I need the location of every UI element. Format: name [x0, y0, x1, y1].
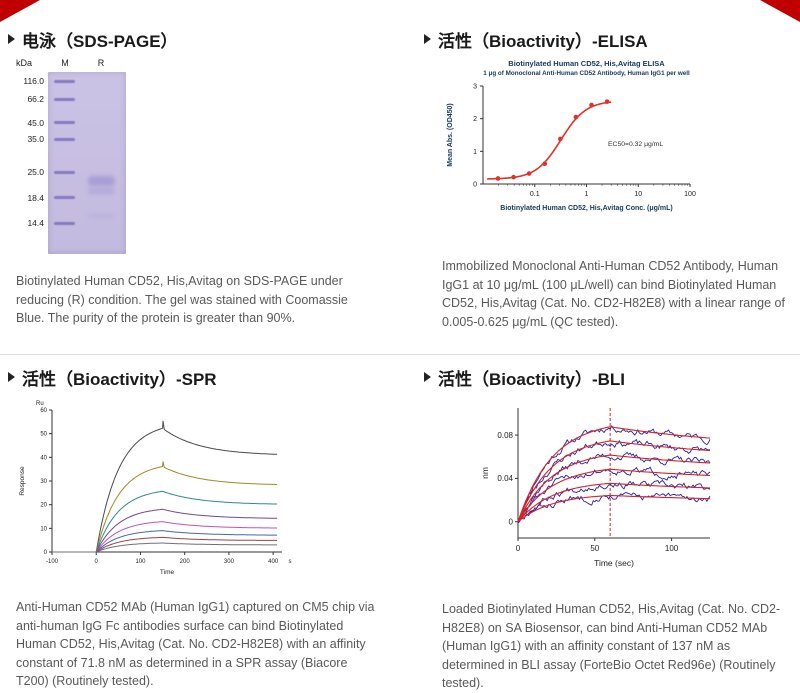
panel-title-sds: 电泳（SDS-PAGE）: [8, 28, 380, 51]
gel-ladder-band: [54, 170, 75, 174]
gel-lane-label: R: [97, 58, 105, 68]
svg-text:2: 2: [473, 116, 477, 123]
gel-sample-band: [88, 213, 115, 218]
svg-text:0.1: 0.1: [530, 191, 540, 198]
panel-title-text: 活性（Bioactivity）-ELISA: [438, 31, 648, 51]
panel-bli: 活性（Bioactivity）-BLI 0 0.04 0.08 0 50 100 nm Tim…: [424, 366, 786, 693]
gel-marker-label: 25.0: [27, 167, 44, 178]
caption-sds: Biotinylated Human CD52, His,Avitag on S…: [16, 274, 348, 325]
svg-text:10: 10: [634, 191, 642, 198]
svg-text:Time: Time: [160, 569, 175, 576]
panel-title-text: 电泳（SDS-PAGE）: [22, 31, 178, 51]
gel-ladder-band: [54, 221, 75, 225]
gel-unit-label: kDa: [16, 58, 33, 68]
svg-text:s: s: [289, 559, 292, 565]
svg-text:Biotinylated Human CD52, His,A: Biotinylated Human CD52, His,Avitag Conc…: [500, 205, 672, 212]
svg-text:EC50=0.32 μg/mL: EC50=0.32 μg/mL: [608, 141, 663, 148]
gel-marker-label: 18.4: [27, 192, 44, 203]
svg-text:1 μg of Monoclonal Anti-Human: 1 μg of Monoclonal Anti-Human CD52 Antib…: [483, 70, 690, 77]
sds-page-gel-figure: kDa M R 116.0 66.2 45.0 35.0 25.0 18.4 14.4: [14, 58, 174, 262]
svg-text:300: 300: [224, 559, 235, 565]
elisa-chart-figure: Biotinylated Human CD52, His,Avitag ELIS…: [428, 54, 786, 251]
svg-text:40: 40: [40, 455, 47, 461]
svg-text:-100: -100: [46, 559, 59, 565]
spr-chart: 0 10 20 30 40 50 60 -100 0 100 200 300 400 Ru Response…: [19, 401, 292, 576]
gel-lane-label: M: [61, 58, 69, 68]
svg-text:50: 50: [40, 432, 47, 438]
elisa-annotation: EC50=0.32 μg/mL: [608, 141, 663, 148]
panel-sds-page: 电泳（SDS-PAGE） kDa M R 116.0 66.2 45.0 35.0 25.0…: [8, 28, 380, 328]
gel-ladder-band: [54, 196, 75, 200]
panel-title-text: 活性（Bioactivity）-BLI: [438, 369, 626, 389]
gel-marker-label: 66.2: [27, 94, 44, 105]
elisa-axes: 0 1 2 3 0.1 1 10 100 Biotinylated Human CD52, Hi…: [447, 84, 696, 213]
elisa-curve: [487, 99, 612, 181]
panel-title-bli: 活性（Bioactivity）-BLI: [424, 366, 786, 389]
caption-elisa: Immobilized Monoclonal Anti-Human CD52 A…: [442, 259, 785, 329]
panel-title-elisa: 活性（Bioactivity）-ELISA: [424, 28, 786, 51]
panel-elisa: 活性（Bioactivity）-ELISA Biotinylated Human…: [424, 28, 786, 331]
gel-marker-label: 116.0: [23, 76, 44, 87]
svg-text:Mean Abs. (OD450): Mean Abs. (OD450): [447, 103, 454, 167]
svg-text:100: 100: [684, 191, 696, 198]
svg-text:60: 60: [40, 408, 47, 414]
spr-axes: 0 10 20 30 40 50 60 -100 0 100 200 300 400 Ru Response…: [19, 401, 292, 576]
svg-text:100: 100: [135, 559, 146, 565]
svg-text:0: 0: [44, 550, 48, 556]
gel-ladder-band: [54, 121, 75, 125]
svg-text:100: 100: [665, 544, 679, 553]
svg-text:Response: Response: [19, 466, 26, 496]
gel-ladder-band: [54, 137, 75, 141]
svg-text:0.04: 0.04: [497, 474, 513, 483]
caption-spr: Anti-Human CD52 MAb (Human IgG1) capture…: [16, 600, 375, 688]
panel-title-text: 活性（Bioactivity）-SPR: [22, 369, 217, 389]
svg-text:0: 0: [95, 559, 99, 565]
spr-sensorgrams: [52, 420, 278, 553]
gel-marker-label: 14.4: [27, 218, 44, 229]
svg-text:0.08: 0.08: [497, 431, 513, 440]
svg-text:nm: nm: [480, 467, 490, 479]
gel-sample-band: [88, 188, 115, 195]
bullet-triangle-icon: [8, 34, 15, 44]
elisa-titles: Biotinylated Human CD52, His,Avitag ELIS…: [483, 59, 690, 77]
svg-text:50: 50: [590, 544, 599, 553]
bullet-triangle-icon: [424, 372, 431, 382]
svg-text:30: 30: [40, 479, 47, 485]
svg-text:3: 3: [473, 84, 477, 91]
svg-text:1: 1: [473, 149, 477, 156]
corner-ribbon-left: [0, 0, 40, 22]
spr-chart-figure: 0 10 20 30 40 50 60 -100 0 100 200 300 400 Ru Response…: [14, 394, 390, 594]
bli-chart-figure: 0 0.04 0.08 0 50 100 nm Time (sec): [472, 396, 786, 596]
bli-fit-curves: [517, 426, 711, 523]
svg-text:20: 20: [40, 503, 47, 509]
corner-ribbon-right: [760, 0, 800, 22]
bli-chart: 0 0.04 0.08 0 50 100 nm Time (sec): [480, 408, 711, 568]
svg-text:200: 200: [180, 559, 191, 565]
svg-text:Biotinylated Human CD52, His,A: Biotinylated Human CD52, His,Avitag ELIS…: [508, 59, 665, 68]
gel-ladder-band: [54, 97, 75, 101]
caption-bli: Loaded Biotinylated Human CD52, His,Avit…: [442, 602, 781, 690]
bullet-triangle-icon: [8, 372, 15, 382]
bullet-triangle-icon: [424, 34, 431, 44]
panel-spr: 活性（Bioactivity）-SPR 0 10 20 30 40 50 60 -100 0 10…: [8, 366, 390, 691]
svg-text:0: 0: [473, 182, 477, 189]
svg-text:1: 1: [585, 191, 589, 198]
svg-text:Ru: Ru: [36, 401, 44, 407]
elisa-chart: Biotinylated Human CD52, His,Avitag ELIS…: [447, 59, 696, 213]
bli-axes: 0 0.04 0.08 0 50 100 nm Time (sec): [480, 408, 710, 568]
svg-text:0: 0: [509, 518, 514, 527]
gel-marker-label: 35.0: [27, 134, 44, 145]
gel-marker-label: 45.0: [27, 117, 44, 128]
gel-ladder-band: [54, 79, 75, 83]
svg-text:10: 10: [40, 526, 47, 532]
svg-text:0: 0: [516, 544, 521, 553]
section-divider: [0, 354, 800, 355]
svg-text:400: 400: [268, 559, 279, 565]
gel-sample-band: [88, 175, 115, 186]
svg-text:Time (sec): Time (sec): [594, 558, 634, 568]
panel-title-spr: 活性（Bioactivity）-SPR: [8, 366, 390, 389]
